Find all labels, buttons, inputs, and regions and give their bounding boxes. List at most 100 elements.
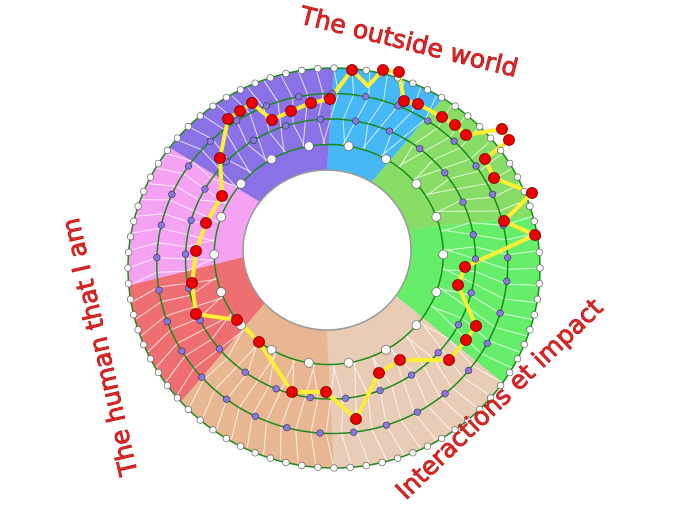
spoke: [140, 297, 224, 337]
mid-node: [465, 366, 473, 375]
path-node: [286, 386, 298, 398]
outer-node: [526, 326, 534, 334]
mid-node: [413, 408, 421, 416]
outer-node: [530, 217, 538, 225]
spoke: [147, 182, 228, 204]
outer-node: [526, 202, 534, 210]
outer-node: [134, 202, 142, 210]
path-node: [253, 336, 265, 348]
spoke: [434, 183, 521, 214]
mid-node: [467, 289, 475, 297]
outer-node: [124, 280, 133, 288]
mid-node: [469, 231, 477, 239]
spoke: [322, 67, 339, 145]
path-node: [496, 123, 508, 135]
inner-node: [266, 154, 277, 165]
inner-node: [304, 357, 314, 368]
outer-node: [266, 454, 274, 462]
spoke: [175, 329, 246, 397]
mid-node: [504, 253, 512, 262]
path-node: [346, 64, 358, 76]
outer-node: [535, 248, 544, 256]
outer-node: [437, 434, 446, 443]
spoke: [246, 351, 276, 450]
outer-node: [154, 368, 163, 377]
outer-node: [476, 405, 484, 414]
outer-node: [330, 464, 338, 472]
spoke: [297, 70, 309, 148]
outer-node: [184, 405, 192, 414]
spoke: [128, 257, 215, 286]
nodes: [124, 64, 544, 472]
path-node: [190, 245, 202, 257]
outer-node: [266, 74, 274, 82]
mid-node: [362, 93, 370, 101]
outer-node: [513, 173, 522, 181]
outer-node: [505, 368, 514, 377]
outer-node: [394, 454, 402, 462]
inner-node: [216, 212, 227, 222]
outer-node: [464, 112, 472, 120]
mid-node: [342, 394, 350, 402]
outer-node: [124, 248, 133, 256]
mid-node: [483, 339, 491, 347]
outer-node: [209, 426, 217, 434]
spoke: [442, 269, 540, 286]
outer-node: [314, 463, 322, 472]
outer-node: [409, 449, 417, 457]
mid-node: [352, 117, 360, 125]
path-node: [412, 98, 424, 110]
spoke: [164, 312, 233, 384]
inner-node: [236, 178, 246, 189]
spoke: [176, 138, 238, 189]
outer-node: [140, 187, 148, 196]
path-node: [377, 64, 389, 76]
outer-node: [476, 122, 484, 131]
path-node: [285, 105, 297, 117]
path-node: [320, 386, 332, 398]
path-node: [479, 153, 491, 165]
outer-node: [437, 93, 446, 102]
outer-node: [222, 434, 231, 443]
spoke: [134, 276, 218, 321]
path-node: [200, 217, 212, 229]
mid-node: [201, 185, 209, 193]
outer-node: [423, 442, 432, 450]
path-node: [460, 129, 472, 141]
outer-node: [251, 449, 259, 457]
mid-node: [385, 127, 394, 135]
mid-node: [178, 347, 186, 355]
sector: [395, 216, 540, 383]
outer-node: [378, 458, 386, 467]
outer-node: [124, 264, 132, 272]
outer-node: [251, 79, 259, 87]
spoke: [201, 114, 252, 175]
mid-node: [206, 137, 214, 145]
mid-node: [241, 368, 249, 376]
mid-node: [283, 424, 291, 432]
outer-node: [409, 79, 417, 87]
mid-node: [198, 373, 206, 381]
mid-node: [251, 412, 259, 420]
outer-node: [298, 66, 306, 75]
path-node: [373, 367, 385, 379]
spoke: [425, 152, 504, 197]
mid-node: [181, 250, 190, 258]
spoke: [412, 139, 493, 180]
sector: [327, 68, 444, 183]
mid-node: [163, 318, 171, 326]
path-node: [529, 229, 541, 241]
outer-node: [196, 112, 204, 120]
inner-node: [381, 154, 391, 165]
outer-node: [173, 394, 182, 402]
outer-node: [346, 463, 354, 472]
spoke: [434, 199, 528, 213]
outer-node: [513, 355, 522, 363]
mid-node: [459, 198, 467, 206]
spoke: [406, 334, 467, 422]
path-node: [498, 215, 510, 227]
spoke: [437, 286, 528, 337]
path-node: [503, 134, 515, 146]
path-node: [394, 354, 406, 366]
mid-node: [157, 221, 165, 229]
